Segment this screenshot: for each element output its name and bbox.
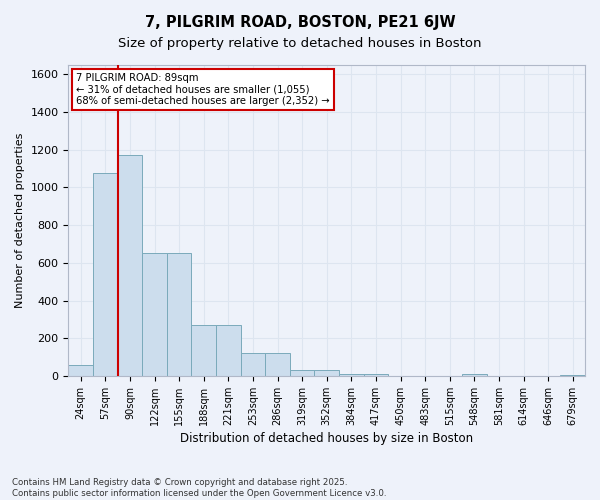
Text: Contains HM Land Registry data © Crown copyright and database right 2025.
Contai: Contains HM Land Registry data © Crown c… <box>12 478 386 498</box>
Bar <box>93 174 118 376</box>
Bar <box>216 325 241 376</box>
Bar <box>560 375 585 376</box>
Y-axis label: Number of detached properties: Number of detached properties <box>15 133 25 308</box>
Text: 7 PILGRIM ROAD: 89sqm
← 31% of detached houses are smaller (1,055)
68% of semi-d: 7 PILGRIM ROAD: 89sqm ← 31% of detached … <box>76 73 330 106</box>
Bar <box>191 325 216 376</box>
Text: Size of property relative to detached houses in Boston: Size of property relative to detached ho… <box>118 38 482 51</box>
Bar <box>142 254 167 376</box>
Bar <box>167 254 191 376</box>
Bar <box>339 374 364 376</box>
Bar <box>364 374 388 376</box>
Text: 7, PILGRIM ROAD, BOSTON, PE21 6JW: 7, PILGRIM ROAD, BOSTON, PE21 6JW <box>145 15 455 30</box>
Bar <box>314 370 339 376</box>
X-axis label: Distribution of detached houses by size in Boston: Distribution of detached houses by size … <box>180 432 473 445</box>
Bar <box>118 154 142 376</box>
Bar <box>241 354 265 376</box>
Bar <box>265 354 290 376</box>
Bar <box>462 374 487 376</box>
Bar <box>68 365 93 376</box>
Bar <box>290 370 314 376</box>
